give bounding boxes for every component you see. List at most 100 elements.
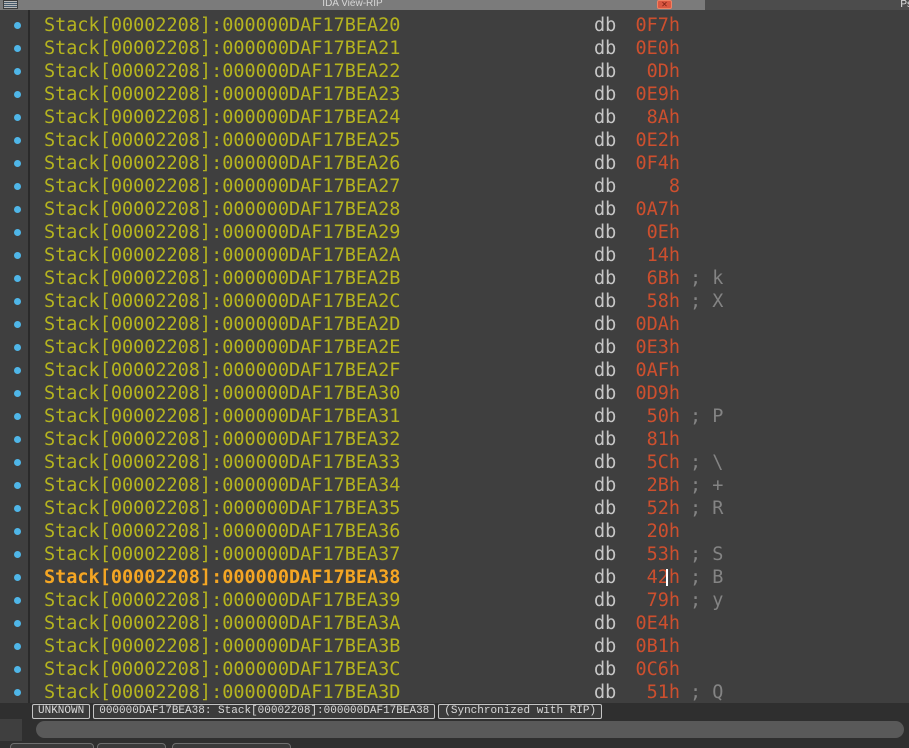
stack-row[interactable]: Stack[00002208]:000000DAF17BEA32 db 81h [0,428,909,451]
stack-row[interactable]: Stack[00002208]:000000DAF17BEA21 db 0E0h [0,37,909,60]
breakpoint-dot-icon[interactable] [14,459,21,466]
stack-row[interactable]: Stack[00002208]:000000DAF17BEA31 db 50h … [0,405,909,428]
byte-value[interactable]: 2Bh [646,475,680,496]
breakpoint-dot-icon[interactable] [14,528,21,535]
horizontal-scrollbar[interactable] [0,719,909,741]
stack-row[interactable]: Stack[00002208]:000000DAF17BEA25 db 0E2h [0,129,909,152]
stack-row[interactable]: Stack[00002208]:000000DAF17BEA27 db 8 [0,175,909,198]
stack-row[interactable]: Stack[00002208]:000000DAF17BEA2B db 6Bh … [0,267,909,290]
stack-row[interactable]: Stack[00002208]:000000DAF17BEA3D db 51h … [0,681,909,703]
byte-value[interactable]: 50h [646,406,680,427]
byte-value[interactable]: 0Dh [646,61,680,82]
breakpoint-dot-icon[interactable] [14,229,21,236]
close-icon[interactable]: ✕ [657,0,672,9]
byte-value[interactable]: 0Eh [646,222,680,243]
stack-row[interactable]: Stack[00002208]:000000DAF17BEA2A db 14h [0,244,909,267]
stack-row[interactable]: Stack[00002208]:000000DAF17BEA39 db 79h … [0,589,909,612]
breakpoint-dot-icon[interactable] [14,413,21,420]
window-menu-icon[interactable] [3,0,18,9]
byte-value[interactable]: 0E3h [635,337,680,358]
stack-row[interactable]: Stack[00002208]:000000DAF17BEA35 db 52h … [0,497,909,520]
disassembly-view[interactable]: Stack[00002208]:000000DAF17BEA20 db 0F7h… [0,10,909,703]
stack-row[interactable]: Stack[00002208]:000000DAF17BEA38 db 42h … [0,566,909,589]
byte-value[interactable]: 0B1h [635,636,680,657]
scrollbar-thumb[interactable] [36,721,904,738]
stack-row[interactable]: Stack[00002208]:000000DAF17BEA23 db 0E9h [0,83,909,106]
byte-value[interactable]: 0A7h [635,199,680,220]
breakpoint-dot-icon[interactable] [14,45,21,52]
breakpoint-dot-icon[interactable] [14,160,21,167]
byte-value[interactable]: 58h [646,291,680,312]
byte-value[interactable]: 0AFh [635,360,680,381]
byte-value[interactable]: 0F4h [635,153,680,174]
byte-value[interactable]: 0C6h [635,659,680,680]
stack-row[interactable]: Stack[00002208]:000000DAF17BEA20 db 0F7h [0,14,909,37]
stack-row[interactable]: Stack[00002208]:000000DAF17BEA24 db 8Ah [0,106,909,129]
byte-value[interactable]: 0E2h [635,130,680,151]
bottom-button-2[interactable] [97,743,166,748]
stack-row[interactable]: Stack[00002208]:000000DAF17BEA34 db 2Bh … [0,474,909,497]
stack-row[interactable]: Stack[00002208]:000000DAF17BEA30 db 0D9h [0,382,909,405]
stack-row[interactable]: Stack[00002208]:000000DAF17BEA28 db 0A7h [0,198,909,221]
stack-row[interactable]: Stack[00002208]:000000DAF17BEA2E db 0E3h [0,336,909,359]
byte-value[interactable]: 8Ah [646,107,680,128]
stack-row[interactable]: Stack[00002208]:000000DAF17BEA3C db 0C6h [0,658,909,681]
breakpoint-dot-icon[interactable] [14,68,21,75]
breakpoint-dot-icon[interactable] [14,252,21,259]
breakpoint-dot-icon[interactable] [14,597,21,604]
byte-value[interactable]: 5Ch [646,452,680,473]
titlebar[interactable]: IDA View-RIP ✕ Ps [0,0,909,10]
byte-value[interactable]: 0F7h [635,15,680,36]
stack-row[interactable]: Stack[00002208]:000000DAF17BEA2C db 58h … [0,290,909,313]
breakpoint-dot-icon[interactable] [14,666,21,673]
breakpoint-dot-icon[interactable] [14,367,21,374]
breakpoint-dot-icon[interactable] [14,551,21,558]
breakpoint-dot-icon[interactable] [14,574,21,581]
byte-value[interactable]: 0E9h [635,84,680,105]
byte-value[interactable]: 20h [646,521,680,542]
breakpoint-dot-icon[interactable] [14,91,21,98]
byte-value[interactable]: 0E0h [635,38,680,59]
byte-value[interactable]: 0E4h [635,613,680,634]
breakpoint-dot-icon[interactable] [14,505,21,512]
breakpoint-dot-icon[interactable] [14,436,21,443]
stack-row[interactable]: Stack[00002208]:000000DAF17BEA33 db 5Ch … [0,451,909,474]
breakpoint-dot-icon[interactable] [14,643,21,650]
byte-value[interactable]: 53h [646,544,680,565]
breakpoint-dot-icon[interactable] [14,620,21,627]
breakpoint-dot-icon[interactable] [14,344,21,351]
breakpoint-dot-icon[interactable] [14,482,21,489]
stack-row[interactable]: Stack[00002208]:000000DAF17BEA2D db 0DAh [0,313,909,336]
breakpoint-dot-icon[interactable] [14,390,21,397]
stack-row[interactable]: Stack[00002208]:000000DAF17BEA2F db 0AFh [0,359,909,382]
byte-value[interactable]: 0D9h [635,383,680,404]
byte-value[interactable]: 8 [668,176,680,197]
byte-value[interactable]: 51h [646,682,680,703]
byte-value[interactable]: 81h [646,429,680,450]
bottom-button-3[interactable] [172,743,291,748]
breakpoint-dot-icon[interactable] [14,114,21,121]
titlebar-left[interactable]: IDA View-RIP [0,0,705,10]
breakpoint-dot-icon[interactable] [14,298,21,305]
stack-row[interactable]: Stack[00002208]:000000DAF17BEA37 db 53h … [0,543,909,566]
stack-row[interactable]: Stack[00002208]:000000DAF17BEA29 db 0Eh [0,221,909,244]
breakpoint-dot-icon[interactable] [14,321,21,328]
bottom-button-1[interactable] [10,743,94,748]
stack-row[interactable]: Stack[00002208]:000000DAF17BEA26 db 0F4h [0,152,909,175]
breakpoint-dot-icon[interactable] [14,22,21,29]
breakpoint-dot-icon[interactable] [14,137,21,144]
stack-row[interactable]: Stack[00002208]:000000DAF17BEA3B db 0B1h [0,635,909,658]
breakpoint-dot-icon[interactable] [14,275,21,282]
byte-value[interactable]: 52h [646,498,680,519]
byte-value[interactable]: 0DAh [635,314,680,335]
breakpoint-dot-icon[interactable] [14,206,21,213]
byte-value[interactable]: 6Bh [646,268,680,289]
adjacent-panel-titlebar[interactable]: Ps [705,0,909,10]
breakpoint-dot-icon[interactable] [14,183,21,190]
byte-value[interactable]: 79h [646,590,680,611]
stack-row[interactable]: Stack[00002208]:000000DAF17BEA36 db 20h [0,520,909,543]
byte-value[interactable]: 42h [646,567,680,588]
stack-row[interactable]: Stack[00002208]:000000DAF17BEA3A db 0E4h [0,612,909,635]
breakpoint-dot-icon[interactable] [14,689,21,696]
byte-value[interactable]: 14h [646,245,680,266]
